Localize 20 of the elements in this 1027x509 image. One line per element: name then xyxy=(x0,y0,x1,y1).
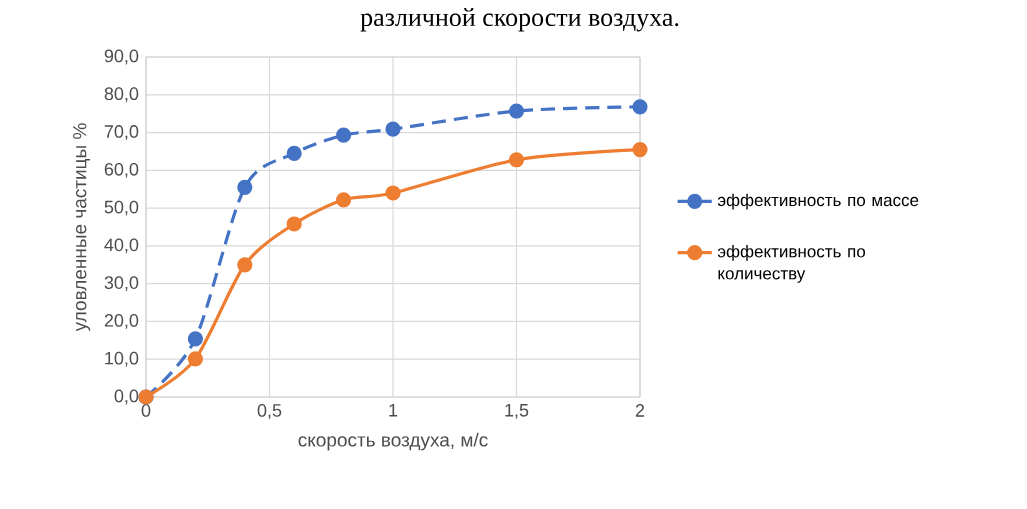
x-axis-title: скорость воздуха, м/с xyxy=(298,432,488,451)
chart-title: различной скорости воздуха. xyxy=(360,8,679,32)
y-tick-label: 10,0 xyxy=(105,351,139,367)
x-tick-label: 0 xyxy=(141,404,151,417)
legend-label: эффективность по количеству xyxy=(717,244,866,283)
y-tick-label: 40,0 xyxy=(104,238,139,254)
y-tick-label: 20,0 xyxy=(104,314,139,329)
y-tick-label: 30,0 xyxy=(104,276,139,292)
y-axis-title: уловленные частицы % xyxy=(73,123,91,332)
x-tick-label: 2 xyxy=(635,404,645,417)
y-tick-label: 0,0 xyxy=(114,389,139,405)
x-tick-label: 1,5 xyxy=(505,404,529,419)
y-tick-label: 60,0 xyxy=(104,162,139,178)
y-tick-label: 70,0 xyxy=(104,125,139,140)
legend-label: эффективность по массе xyxy=(717,193,919,210)
x-tick-label: 0,5 xyxy=(257,404,282,419)
y-tick-label: 50,0 xyxy=(104,200,139,216)
y-tick-label: 80,0 xyxy=(104,87,139,103)
y-tick-label: 90,0 xyxy=(104,49,139,65)
x-tick-label: 1 xyxy=(389,404,398,417)
